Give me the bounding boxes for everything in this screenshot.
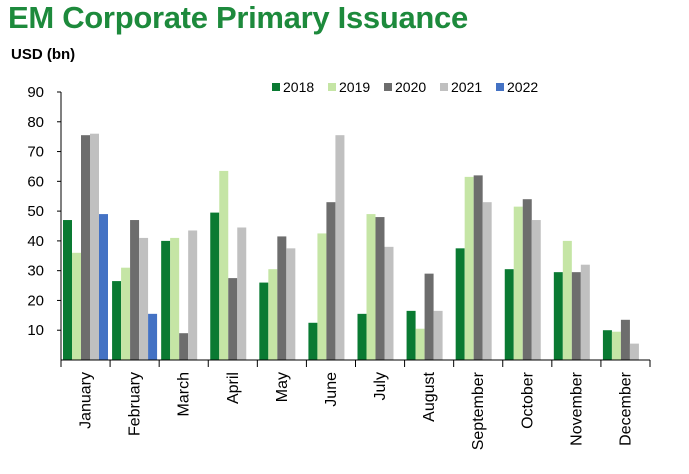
bar-2018-july [357,313,367,360]
x-category-label: October [519,371,536,429]
bar-2019-december [611,331,621,360]
bars-group [63,133,639,360]
bar-2018-september [455,248,465,360]
bar-2019-november [562,240,572,360]
bar-2021-august [433,310,443,360]
legend-swatch-2019 [328,83,336,91]
legend-swatch-2021 [440,83,448,91]
bar-2020-april [228,278,238,360]
legend-label-2022: 2022 [507,79,538,95]
bar-2020-june [326,202,336,360]
legend-label-2018: 2018 [283,79,314,95]
y-tick-label: 50 [27,203,44,220]
bar-2020-november [571,272,581,360]
y-tick-label: 40 [27,233,44,250]
y-tick-label: 10 [27,322,44,339]
bar-2018-february [112,281,122,360]
bar-2020-october [522,199,532,360]
legend-swatch-2018 [272,83,280,91]
bar-2020-february [130,220,140,360]
bar-2019-october [513,206,523,360]
bar-2020-july [375,217,385,360]
bar-2020-september [473,175,483,360]
bar-2019-january [72,252,81,360]
legend-swatch-2020 [384,83,392,91]
bar-2018-may [259,282,269,360]
bar-2020-august [424,273,434,360]
x-category-label: September [470,371,487,450]
bar-2018-october [504,269,514,360]
bar-2020-march [179,333,189,360]
x-category-label: March [176,372,193,416]
bar-2022-january [99,214,108,360]
bar-2021-january [90,133,99,360]
bar-2018-june [308,322,318,360]
bar-2018-august [406,310,416,360]
bar-2018-march [161,240,171,360]
bar-2019-may [268,269,278,360]
legend: 2018 2019 2020 2021 2022 [272,79,538,95]
y-tick-label: 60 [27,173,44,190]
bar-2021-july [384,246,394,360]
bar-2020-december [620,319,630,360]
bar-2020-may [277,236,287,360]
bar-2021-november [580,264,590,360]
y-tick-label: 30 [27,263,44,280]
bar-2018-december [602,330,612,360]
axes-group: 10 20 30 40 50 60 70 80 90 January February March Ap… [27,84,651,450]
bar-2019-march [170,237,180,360]
bar-2019-june [317,233,327,360]
x-category-label: November [568,371,585,445]
bar-2021-may [286,248,296,360]
bar-2018-april [210,212,220,360]
bar-2019-april [219,170,229,360]
bar-2018-january [63,220,72,360]
x-category-label: January [78,372,95,429]
legend-label-2020: 2020 [395,79,426,95]
x-category-label: February [127,372,144,436]
legend-label-2021: 2021 [451,79,482,95]
y-tick-label: 20 [27,292,44,309]
bar-2021-february [139,237,149,360]
bar-2019-august [415,328,425,360]
chart-title: EM Corporate Primary Issuance [8,0,468,35]
bar-2021-september [482,202,492,360]
bar-2021-december [629,343,639,360]
x-category-label: August [421,371,438,421]
bar-2019-september [464,176,474,360]
y-tick-label: 90 [27,84,44,101]
bar-2021-april [237,227,247,360]
bar-2021-october [531,220,541,360]
y-axis-unit-label: USD (bn) [11,46,76,63]
x-category-label: June [323,372,340,407]
legend-label-2019: 2019 [339,79,370,95]
y-tick-label: 70 [27,144,44,161]
y-tick-label: 80 [27,114,44,131]
bar-2021-march [188,230,198,360]
bar-2019-july [366,214,376,360]
bar-2022-february [148,313,158,360]
bar-2020-january [81,135,90,360]
x-category-label: December [617,371,634,445]
x-category-label: April [225,372,242,404]
x-category-label: July [372,372,389,400]
legend-swatch-2022 [496,83,504,91]
x-category-label: May [274,372,291,402]
bar-2021-june [335,135,345,360]
bar-2018-november [553,272,563,360]
bar-2019-february [121,267,131,360]
